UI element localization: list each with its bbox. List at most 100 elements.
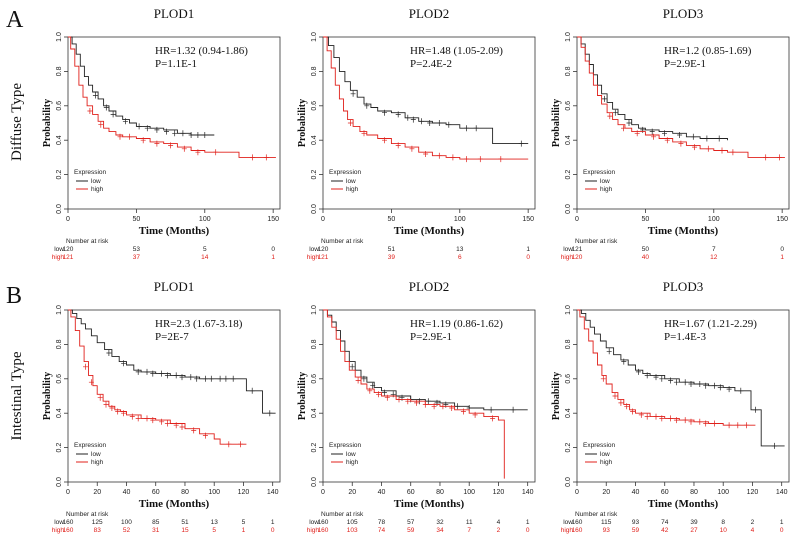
risk-count-low: 78 xyxy=(378,519,386,526)
risk-count-high: 4 xyxy=(751,527,755,534)
censor-mark-high xyxy=(436,152,442,159)
censor-mark-low xyxy=(690,133,696,140)
legend-title: Expression xyxy=(583,442,616,449)
censor-mark-low xyxy=(697,381,703,387)
hr-annotation: HR=1.19 (0.86-1.62) xyxy=(410,318,503,330)
censor-mark-high xyxy=(168,142,174,149)
x-tick-label: 150 xyxy=(776,216,788,223)
censor-mark-high xyxy=(449,405,455,411)
censor-mark-low xyxy=(195,132,201,138)
y-tick-label: 0.2 xyxy=(565,170,572,180)
legend-label-high: high xyxy=(346,459,359,466)
censor-mark-low xyxy=(144,368,150,375)
p-value-annotation: P=1.4E-3 xyxy=(664,331,706,343)
censor-mark-high xyxy=(668,415,674,422)
censor-mark-high xyxy=(384,394,390,401)
risk-count-low: 0 xyxy=(271,246,275,253)
censor-mark-low xyxy=(144,125,150,132)
censor-mark-low xyxy=(635,368,641,375)
risk-count-low: 125 xyxy=(92,519,103,526)
y-tick-label: 0.4 xyxy=(56,408,63,418)
risk-count-high: 1 xyxy=(271,254,275,261)
censor-mark-high xyxy=(711,420,717,427)
censor-mark-low xyxy=(752,406,758,413)
x-tick-label: 0 xyxy=(575,216,579,223)
censor-mark-low xyxy=(103,104,109,111)
risk-count-high: 37 xyxy=(133,254,141,261)
censor-mark-low xyxy=(194,375,200,382)
y-tick-label: 1.0 xyxy=(56,32,63,42)
risk-count-low: 50 xyxy=(642,246,650,253)
y-axis-label: Probability xyxy=(297,99,308,147)
censor-mark-high xyxy=(621,125,626,132)
censor-mark-high xyxy=(395,142,401,149)
censor-mark-low xyxy=(381,389,387,396)
censor-mark-low xyxy=(202,375,208,382)
censor-mark-low xyxy=(202,132,208,138)
censor-mark-high xyxy=(173,422,179,429)
risk-count-low: 1 xyxy=(780,519,784,526)
x-axis-label: Time (Months) xyxy=(394,498,465,510)
x-tick-label: 120 xyxy=(493,489,505,496)
risk-row-label-high: high xyxy=(561,254,574,261)
y-tick-label: 0.4 xyxy=(311,408,318,418)
risk-table-title: Number at risk xyxy=(575,511,618,518)
risk-row-label-low: low xyxy=(563,519,573,526)
legend-label-low: low xyxy=(600,451,610,458)
censor-mark-low xyxy=(726,386,732,393)
risk-count-high: 74 xyxy=(378,527,386,534)
legend-label-low: low xyxy=(346,178,356,185)
censor-mark-low xyxy=(150,370,156,377)
risk-table-title: Number at risk xyxy=(66,511,109,518)
legend-title: Expression xyxy=(74,442,107,449)
censor-mark-high xyxy=(638,411,644,418)
x-tick-label: 40 xyxy=(632,489,640,496)
risk-count-high: 0 xyxy=(526,254,530,261)
risk-count-high: 10 xyxy=(720,527,728,534)
x-tick-label: 100 xyxy=(717,489,729,496)
chart-title: PLOD3 xyxy=(663,279,703,294)
censor-mark-low xyxy=(446,121,452,128)
censor-mark-low xyxy=(464,125,470,132)
hr-annotation: HR=1.2 (0.85-1.69) xyxy=(664,45,752,57)
censor-mark-low xyxy=(704,135,710,142)
risk-count-low: 51 xyxy=(388,246,396,253)
censor-mark-low xyxy=(154,126,160,133)
censor-mark-high xyxy=(607,113,613,120)
plot-frame xyxy=(322,309,536,483)
risk-count-low: 11 xyxy=(466,519,473,526)
risk-count-high: 59 xyxy=(407,527,415,534)
risk-count-low: 160 xyxy=(318,519,329,526)
x-tick-label: 140 xyxy=(522,489,534,496)
censor-mark-low xyxy=(518,140,524,147)
risk-table-title: Number at risk xyxy=(66,238,109,245)
risk-count-low: 39 xyxy=(690,519,698,526)
y-tick-label: 0.2 xyxy=(565,443,572,453)
y-tick-label: 1.0 xyxy=(311,32,318,42)
y-tick-label: 1.0 xyxy=(565,32,572,42)
y-tick-label: 0.2 xyxy=(56,170,63,180)
censor-mark-low xyxy=(208,375,214,382)
y-tick-label: 0.0 xyxy=(56,477,63,487)
risk-count-low: 1 xyxy=(526,246,530,253)
censor-mark-high xyxy=(414,399,420,406)
risk-count-high: 40 xyxy=(642,254,650,261)
x-tick-label: 140 xyxy=(267,489,279,496)
censor-mark-low xyxy=(410,116,416,123)
risk-row-label-high: high xyxy=(307,527,320,534)
x-tick-label: 100 xyxy=(708,216,720,223)
censor-mark-low xyxy=(419,118,424,125)
censor-mark-high xyxy=(653,413,659,420)
risk-table-title: Number at risk xyxy=(321,238,364,245)
censor-mark-high xyxy=(644,413,650,420)
risk-count-high: 52 xyxy=(123,527,131,534)
risk-count-high: 0 xyxy=(271,527,275,534)
p-value-annotation: P=1.1E-1 xyxy=(155,58,197,70)
risk-count-low: 7 xyxy=(712,246,716,253)
x-tick-label: 50 xyxy=(641,216,649,223)
x-tick-label: 100 xyxy=(199,216,211,223)
censor-mark-low xyxy=(121,360,127,367)
risk-table-title: Number at risk xyxy=(575,238,618,245)
chart-title: PLOD1 xyxy=(154,6,194,21)
